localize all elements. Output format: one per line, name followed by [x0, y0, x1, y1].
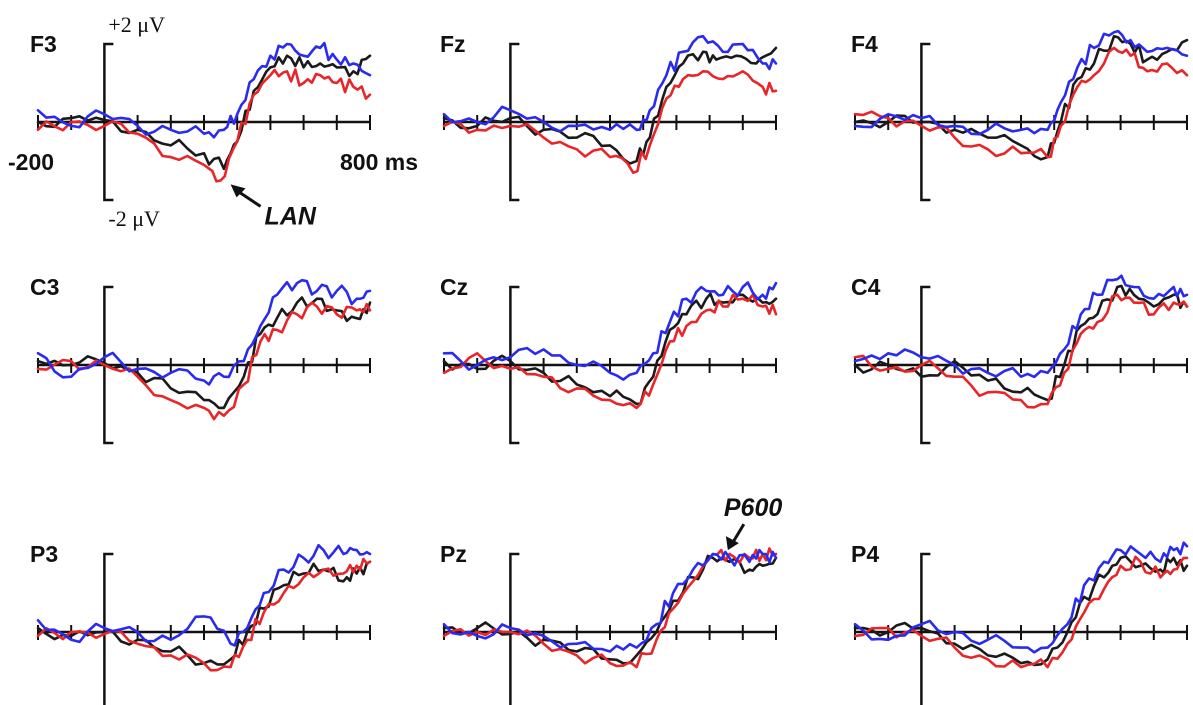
panel-cz: Cz: [440, 274, 778, 445]
waveform-blue: [853, 274, 1189, 379]
electrode-label: P4: [851, 541, 879, 567]
p600-arrowhead: [725, 536, 739, 551]
waveform-blue: [36, 543, 372, 647]
waveform-red: [442, 293, 778, 410]
waveform-red: [36, 557, 372, 672]
waveform-red: [442, 70, 778, 174]
electrode-label: P3: [30, 541, 58, 567]
panel-c3: C3: [30, 274, 372, 445]
p600-annotation: P600: [724, 494, 782, 522]
waveform-black: [853, 34, 1189, 161]
y-top-label: +2 μV: [108, 12, 165, 37]
panel-fz: Fz: [440, 31, 778, 202]
panel-f4: F4: [851, 29, 1189, 202]
waveform-red: [36, 68, 372, 183]
waveform-blue: [36, 41, 372, 139]
waveform-blue: [442, 548, 778, 653]
panel-p4: P4: [851, 541, 1189, 705]
electrode-label: Pz: [440, 541, 467, 567]
waveform-red: [442, 547, 778, 669]
waveform-blue: [853, 29, 1189, 136]
waveform-blue: [442, 281, 778, 381]
waveform-black: [853, 284, 1189, 402]
waveform-red: [853, 293, 1189, 409]
lan-annotation: LAN: [265, 202, 317, 230]
panel-c4: C4: [851, 274, 1189, 445]
waveform-blue: [853, 541, 1189, 654]
panel-pz: Pz P600: [440, 494, 782, 705]
waveform-black: [442, 292, 778, 406]
waveform-red: [36, 301, 372, 421]
electrode-label: Fz: [440, 31, 466, 57]
electrode-label: Cz: [440, 274, 468, 300]
electrode-label: F3: [30, 31, 57, 57]
waveform-red: [853, 46, 1189, 159]
panel-p3: P3: [30, 541, 372, 705]
panel-f3: F3 +2 μV -2 μV -200 800 ms LAN: [8, 12, 418, 231]
x-right-label: 800 ms: [340, 149, 418, 175]
electrode-label: C4: [851, 274, 881, 300]
waveform-black: [36, 296, 372, 410]
waveform-red: [853, 555, 1189, 669]
waveform-black: [36, 54, 372, 171]
waveform-blue: [36, 278, 372, 386]
waveform-black: [36, 560, 372, 666]
lan-arrowhead: [230, 184, 246, 198]
waveform-blue: [442, 34, 778, 133]
waveform-black: [442, 46, 778, 165]
x-left-label: -200: [8, 149, 54, 175]
y-bottom-label: -2 μV: [108, 206, 160, 231]
electrode-label: C3: [30, 274, 59, 300]
waveform-black: [442, 554, 778, 665]
electrode-label: F4: [851, 31, 878, 57]
